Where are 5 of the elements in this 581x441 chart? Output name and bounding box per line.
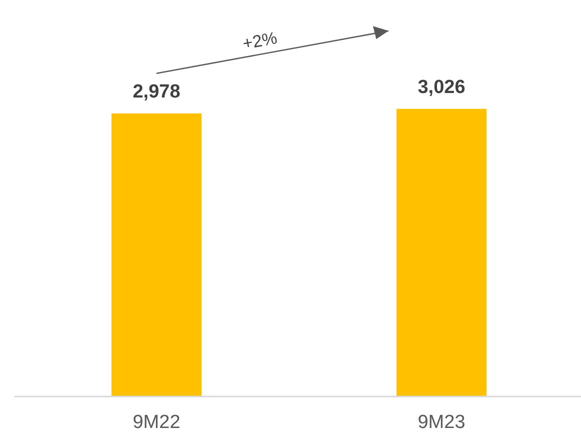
x-tick-label: 9M22 xyxy=(132,412,180,433)
data-label: 3,026 xyxy=(418,76,466,98)
data-label: 2,978 xyxy=(132,81,180,102)
x-tick-label: 9M23 xyxy=(418,412,466,433)
text: +2% xyxy=(241,28,279,54)
